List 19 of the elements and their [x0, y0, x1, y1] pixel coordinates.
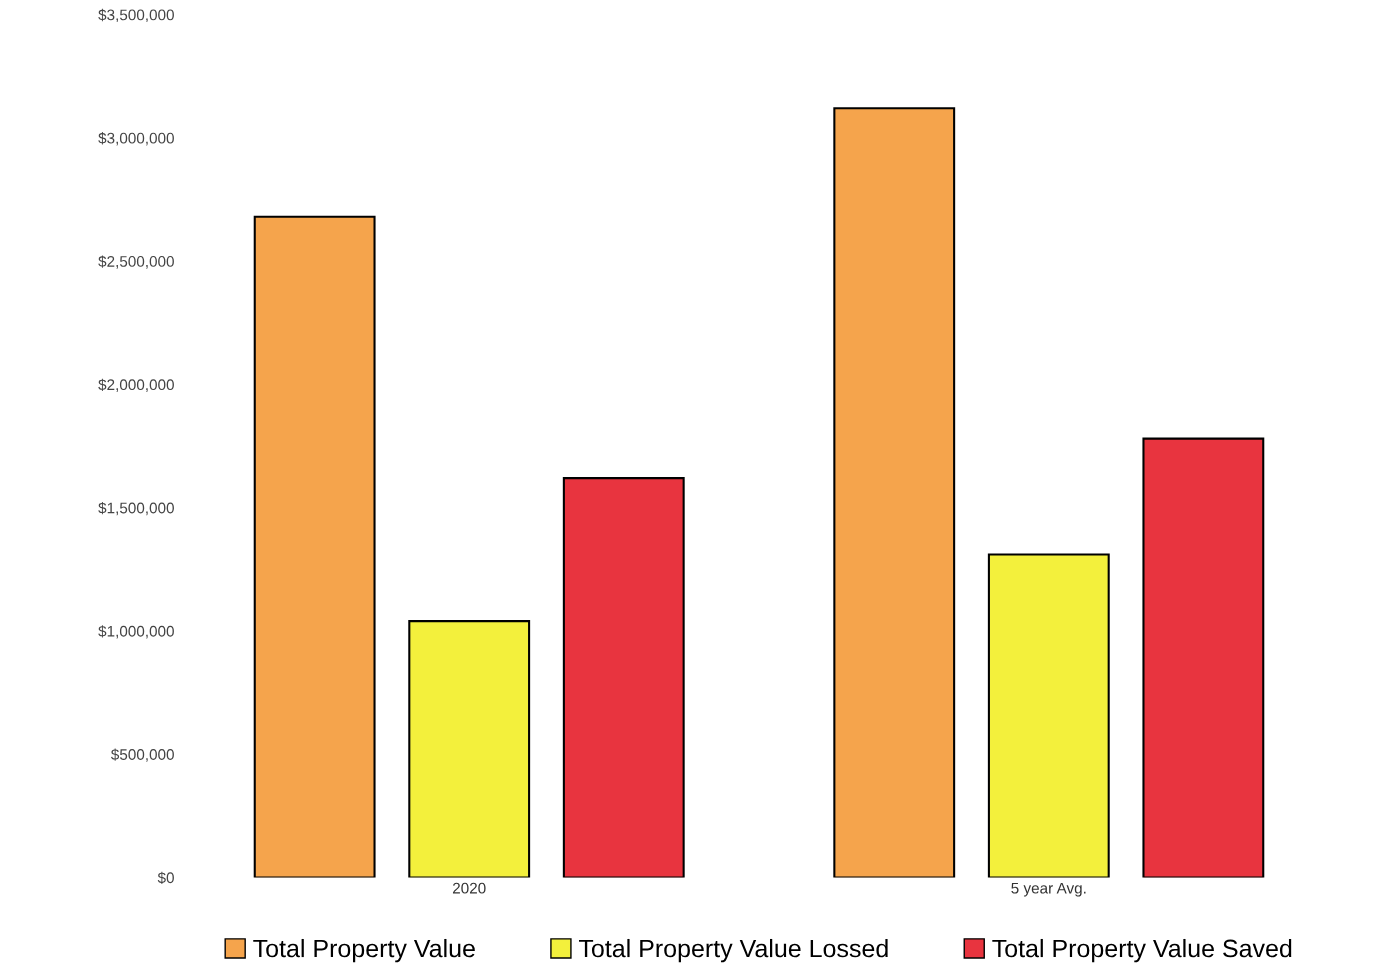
y-tick-label: $1,000,000 [98, 625, 174, 639]
y-tick-label: $3,500,000 [98, 8, 174, 23]
legend-label: Total Property Value Saved [992, 938, 1292, 963]
y-tick-label: $2,000,000 [98, 378, 174, 392]
x-tick-label: 2020 [452, 882, 486, 894]
legend-label: Total Property Value [253, 938, 475, 963]
y-tick-label: $3,000,000 [98, 132, 174, 146]
legend-label: Total Property Value Lossed [578, 938, 888, 963]
y-tick-label: $0 [157, 871, 174, 885]
bar [408, 620, 531, 878]
x-tick-label: 5 year Avg. [1011, 882, 1086, 897]
bar [562, 477, 685, 878]
y-tick-label: $2,500,000 [98, 255, 174, 269]
bar [253, 215, 376, 878]
bar [987, 553, 1110, 878]
bar [833, 107, 956, 878]
bar [1142, 437, 1265, 878]
y-tick-label: $1,500,000 [98, 501, 174, 516]
y-tick-label: $500,000 [110, 748, 174, 762]
